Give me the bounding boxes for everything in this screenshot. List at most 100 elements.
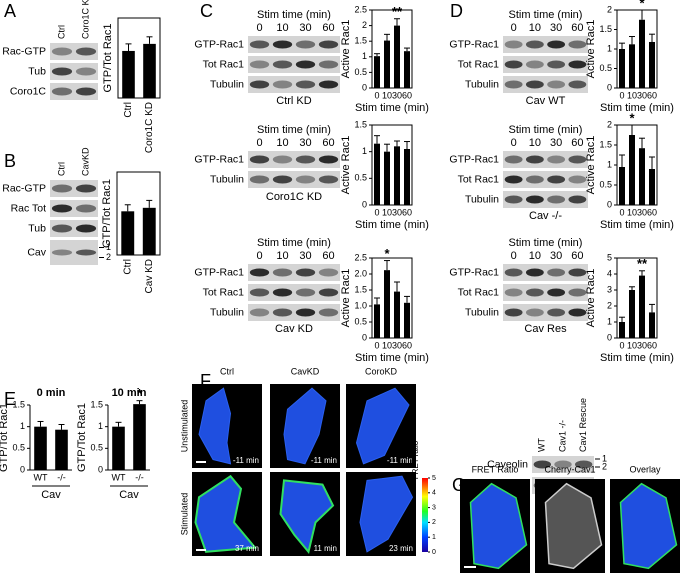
blot-column-label: CavKD [80,147,90,176]
y-tick-label: 5 [607,252,612,262]
y-tick-label: 2.5 [354,4,367,14]
x-tick-label: 60 [647,207,657,217]
y-axis-label: GTP/Tot Rac1 [101,179,113,248]
cell [544,482,603,570]
y-tick-label: 2.0 [354,268,367,278]
blot-band [547,288,566,297]
blot-band [568,40,587,49]
bar [34,426,47,470]
x-axis-label: Stim time (min) [355,102,429,114]
significance-label: ** [392,4,403,19]
y-tick-label: 0.5 [354,173,367,183]
blot-band [249,175,270,184]
y-axis-label: Active Rac1 [585,136,597,195]
blot-column-label: 10 [529,250,541,262]
blot-band [272,155,293,164]
image-column-label: Ctrl [220,366,234,376]
blot-band [295,60,316,69]
y-tick-label: 0 [20,464,25,474]
cell [279,479,335,554]
bar [384,151,390,205]
blot-band [525,80,544,89]
bar [374,304,380,338]
chart-title: 10 min [112,387,147,399]
y-tick-label: 2 [607,300,612,310]
time-label: 37 min [235,544,259,553]
blot-caption: Cav KD [275,323,313,335]
blot-row-label: GTP-Rac1 [194,266,244,278]
blot-column-label: WT [537,438,547,452]
time-label: 11 min [314,544,337,553]
y-tick-label: 2.5 [354,252,367,262]
blot-band [318,60,339,69]
colorbar-tick-label: 0 [432,549,436,556]
x-tick-label: WT [112,472,126,482]
blot-strip [503,76,588,93]
blot-header: Stim time (min) [257,9,331,21]
blot-strip [50,63,98,80]
blot-header: Stim time (min) [509,124,583,136]
y-tick-label: 0.5 [12,443,25,453]
y-tick-label: 0 [362,82,367,92]
blot-band [249,60,270,69]
blot-row-label: Tot Rac1 [203,286,245,298]
plot-frame [616,257,658,339]
blot-column-label: 60 [571,137,583,149]
blot-row-label: Tubulin [465,306,499,318]
image-row-label: Unstimulated [179,400,189,453]
y-tick-label: 0.5 [599,179,612,189]
blot-band [318,155,339,164]
blot-band [568,80,587,89]
x-tick-label: 0 [374,207,379,217]
blot-band [525,175,544,184]
band-marker: 1 [106,242,111,252]
blot-strip [50,200,98,217]
blot-column-label: 0 [511,22,517,34]
y-tick-label: 1 [607,159,612,169]
blot-column-label: 0 [511,250,517,262]
blot-row-label: Rac Tot [11,202,46,214]
panel-letter: D [450,1,463,21]
colorbar [422,478,428,552]
blot-column-label: Ctrl [56,162,66,176]
band-marker: 2 [106,252,111,262]
panel-letter: B [4,151,16,171]
group-label: Cav [41,489,61,501]
blot-header: Stim time (min) [257,237,331,249]
y-axis-label: Active Rac1 [585,20,597,79]
blot-band [318,40,339,49]
x-tick-label: 10 [382,207,392,217]
bar [394,25,400,89]
blot-band [504,288,523,297]
bar [404,149,410,205]
blot-row-label: Tot Rac1 [458,173,500,185]
blot-column-label: 10 [276,22,288,34]
colorbar-tick-label: 1 [432,534,436,541]
blot-caption: Cav Res [524,323,567,335]
x-tick-label: -/- [135,472,144,482]
blot-column-label: 60 [322,137,334,149]
blot-band [51,224,73,233]
blot-band [249,80,270,89]
colorbar-tick-label: 5 [432,475,436,482]
blot-row-label: GTP-Rac1 [194,38,244,50]
y-tick-label: 0.5 [90,443,103,453]
blot-strip [248,56,340,73]
blot-header: Stim time (min) [257,124,331,136]
blot-band [51,87,73,96]
cell [469,482,528,570]
bar [121,211,135,255]
y-tick-label: 0.5 [599,63,612,73]
blot-band [295,308,316,317]
y-tick-label: 0.5 [354,316,367,326]
x-axis-label: Stim time (min) [600,219,674,231]
blot-column-label: 60 [322,22,334,34]
blot-band [272,268,293,277]
blot-band [525,308,544,317]
bar [374,56,380,88]
blot-row-label: Tubulin [210,306,244,318]
blot-row-label: Tub [28,222,46,234]
blot-band [318,308,339,317]
blot-column-label: 0 [256,137,262,149]
blot-band [318,288,339,297]
